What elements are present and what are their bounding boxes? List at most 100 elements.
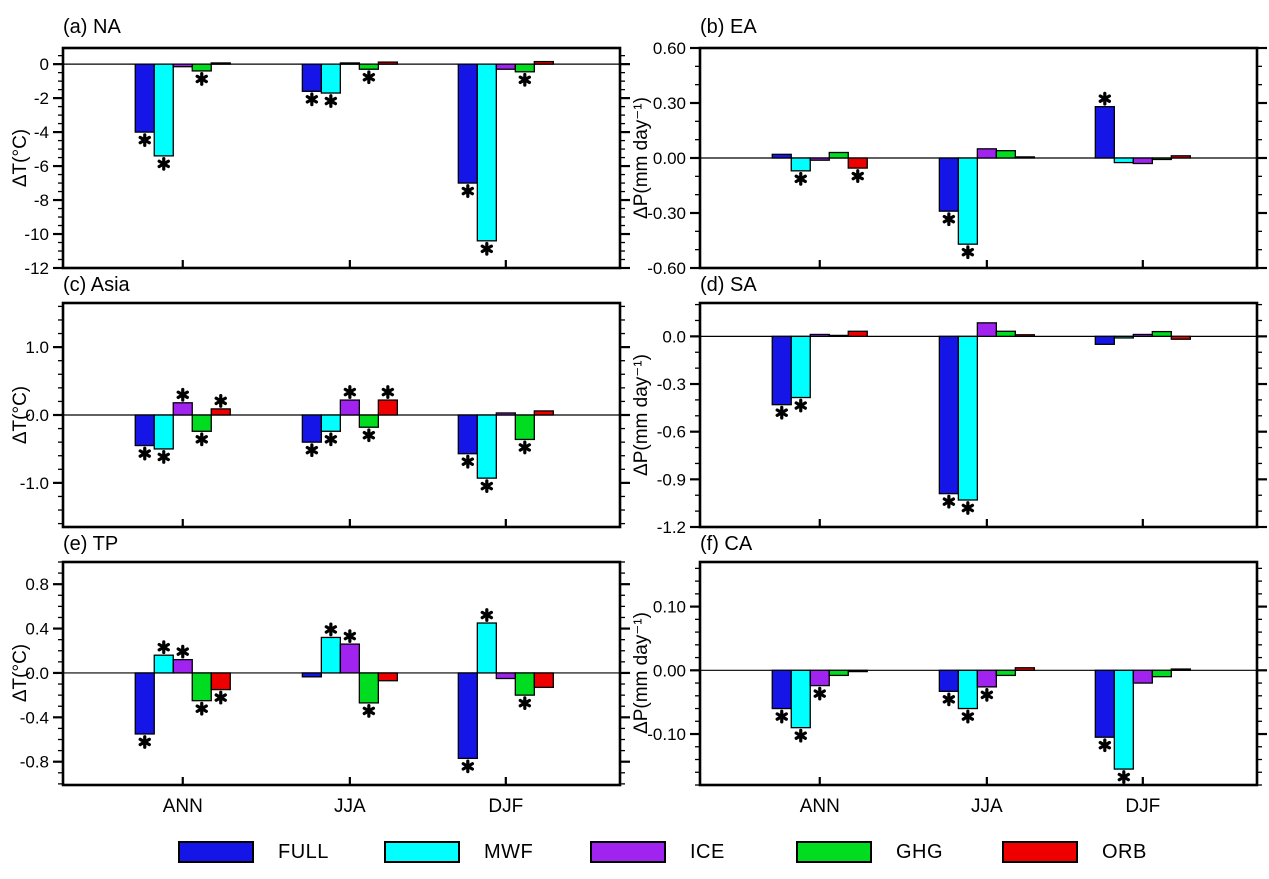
panel-title-a: (a) NA <box>63 16 121 38</box>
bar-c-ANN-GHG <box>191 414 212 432</box>
legend-label-orb: ORB <box>1102 840 1147 863</box>
significance-marker <box>813 686 826 701</box>
y-tick-label: -6 <box>34 157 49 176</box>
significance-marker <box>138 446 151 461</box>
bar-c-JJA-ICE <box>339 399 361 416</box>
panel-a: 0 -2 -4 -6 -8 -10 -12 <box>24 46 630 278</box>
y-tick-label: -2 <box>34 89 49 108</box>
bar-e-DJF-GHG <box>514 672 535 696</box>
bar-f-JJA-GHG <box>995 669 1017 677</box>
y-tick-label: -8 <box>34 191 49 210</box>
significance-marker <box>961 245 975 260</box>
y-tick-label: -0.10 <box>647 725 686 744</box>
significance-marker <box>518 696 532 711</box>
bar-c-JJA-MWF <box>320 414 342 432</box>
legend-swatch-full <box>178 841 254 863</box>
bar-a-DJF-ORB <box>533 60 554 65</box>
bar-c-DJF-FULL <box>457 414 478 455</box>
bar-d-JJA-GHG <box>995 330 1017 338</box>
significance-marker <box>942 212 956 227</box>
significance-marker <box>942 494 956 509</box>
x-category-label: ANN <box>800 796 840 817</box>
bar-a-DJF-MWF <box>476 63 497 242</box>
bar-d-DJF-MWF <box>1113 335 1134 339</box>
bar-f-ANN-ICE <box>809 669 830 687</box>
bar-e-JJA-GHG <box>358 672 380 704</box>
significance-marker <box>794 728 807 743</box>
bar-f-DJF-ICE <box>1132 669 1153 684</box>
significance-marker <box>176 387 189 402</box>
legend-label-ghg: GHG <box>896 840 944 863</box>
significance-marker <box>480 241 494 256</box>
bar-a-DJF-FULL <box>457 63 478 184</box>
significance-marker <box>381 385 395 399</box>
significance-marker <box>195 72 208 86</box>
bar-b-ANN-GHG <box>828 151 849 159</box>
bar-c-JJA-FULL <box>301 414 323 443</box>
bar-a-DJF-ICE <box>495 63 516 70</box>
panel-title-b: (b) EA <box>700 16 757 38</box>
bar-f-JJA-FULL <box>938 669 960 692</box>
legend-label-ice: ICE <box>690 840 725 863</box>
y-tick-label: -0.8 <box>20 753 49 772</box>
y-tick-label: -1.2 <box>657 518 686 537</box>
bar-b-DJF-GHG <box>1151 157 1172 161</box>
bar-e-JJA-FULL <box>301 672 323 678</box>
bar-b-ANN-ORB <box>847 157 868 169</box>
bar-b-DJF-MWF <box>1113 157 1134 164</box>
bar-e-JJA-MWF <box>320 636 342 674</box>
bar-b-ANN-FULL <box>771 153 792 159</box>
significance-marker <box>343 629 357 643</box>
panel-title-c: (c) Asia <box>63 274 130 296</box>
bar-f-ANN-ORB <box>847 669 868 673</box>
significance-marker <box>461 184 475 198</box>
panel-box-b <box>698 46 1259 270</box>
significance-marker <box>461 759 475 774</box>
bar-c-DJF-ORB <box>533 410 554 416</box>
bar-f-ANN-MWF <box>790 669 811 729</box>
y-tick-label: 0.4 <box>25 620 49 639</box>
bar-b-DJF-ORB <box>1170 155 1191 159</box>
significance-marker <box>518 440 532 455</box>
significance-marker <box>362 428 376 443</box>
bar-e-ANN-ORB <box>210 672 231 691</box>
bar-a-JJA-ORB <box>377 61 399 65</box>
significance-marker <box>942 692 956 707</box>
bar-b-DJF-FULL <box>1094 106 1115 159</box>
significance-marker <box>214 393 227 408</box>
panel-f: 0.10 0.00 -0.10 ANN JJA DJF <box>647 560 1267 817</box>
bar-a-DJF-GHG <box>514 63 535 73</box>
significance-marker <box>480 608 494 622</box>
bar-a-JJA-GHG <box>358 63 380 70</box>
bar-b-ANN-ICE <box>809 157 830 161</box>
legend-item-ghg: GHG <box>796 839 943 865</box>
y-tick-label: 0.0 <box>25 664 49 683</box>
bar-a-JJA-FULL <box>301 63 323 92</box>
significance-marker <box>980 687 994 702</box>
significance-marker <box>775 709 788 724</box>
x-category-label: JJA <box>971 796 1003 817</box>
bar-f-DJF-ORB <box>1170 668 1191 671</box>
significance-marker <box>775 405 788 420</box>
bar-e-ANN-ICE <box>172 658 193 674</box>
bar-e-DJF-ICE <box>495 672 516 680</box>
bar-c-DJF-ICE <box>495 412 516 416</box>
legend: FULL MWF ICE GHG ORB <box>0 820 1269 879</box>
significance-marker <box>343 385 357 399</box>
panel-c: 1.0 0.0 -1.0 <box>20 301 630 529</box>
bar-a-ANN-ORB <box>210 62 231 65</box>
bar-c-ANN-FULL <box>134 414 155 447</box>
significance-marker <box>195 701 208 716</box>
bar-d-DJF-ICE <box>1132 333 1153 338</box>
bar-e-DJF-FULL <box>457 672 478 760</box>
bar-e-DJF-MWF <box>476 622 497 674</box>
y-axis-label-d: ΔP(mm day⁻¹) <box>631 354 652 476</box>
significance-marker <box>1098 738 1112 753</box>
bar-e-JJA-ORB <box>377 672 399 682</box>
bar-f-DJF-GHG <box>1151 669 1172 678</box>
significance-marker <box>305 443 319 458</box>
significance-marker <box>961 501 975 515</box>
y-tick-label: 0.30 <box>653 94 686 113</box>
significance-marker <box>157 640 170 655</box>
